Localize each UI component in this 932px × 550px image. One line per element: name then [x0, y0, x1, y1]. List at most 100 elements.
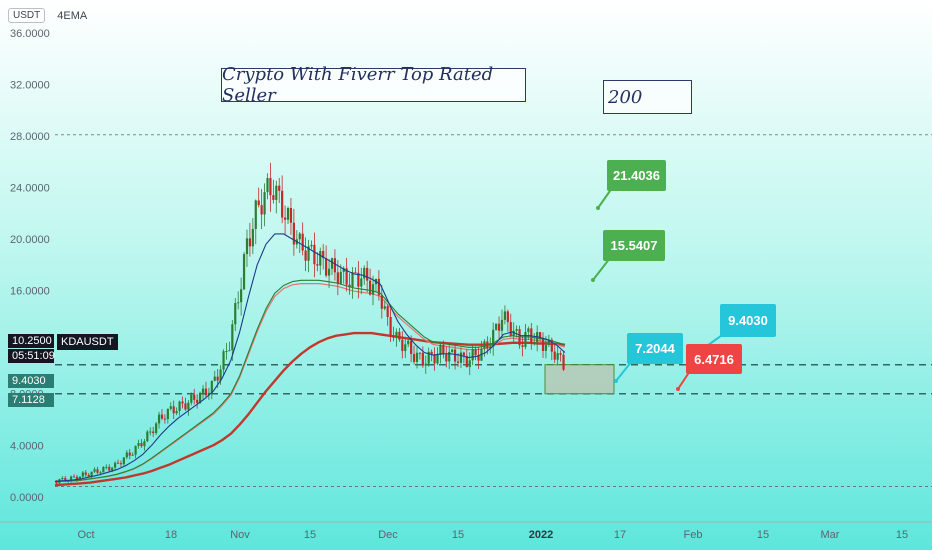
candle-body [477, 355, 480, 361]
candle-body [407, 340, 410, 345]
candle-body [371, 284, 375, 295]
candle-body [345, 268, 348, 285]
candle-body [398, 331, 401, 340]
candle-body [489, 346, 492, 349]
candle-body [348, 284, 351, 288]
y-tick-label: 24.0000 [10, 183, 50, 195]
candle-body [275, 185, 278, 200]
callout-pointer [592, 257, 611, 281]
candle-body [319, 250, 322, 266]
ema-slow-line [54, 331, 566, 487]
candle-body [342, 268, 345, 272]
candle-body [401, 339, 404, 352]
callout-6-4716[interactable]: 6.4716 [686, 344, 742, 374]
symbol-tag: KDAUSDT [57, 334, 118, 350]
candle-body [533, 342, 536, 344]
x-tick-label: 17 [614, 529, 626, 541]
candle-body [178, 401, 181, 411]
candle-body [149, 431, 152, 433]
candle-body [395, 331, 398, 338]
candle-body [456, 361, 460, 363]
candle-body [316, 264, 319, 266]
level-tag-2: 7.1128 [8, 393, 54, 407]
candle-body [386, 306, 389, 317]
candle-body [166, 408, 169, 420]
callout-anchor-dot [596, 206, 600, 210]
candle-body [225, 350, 228, 352]
candle-body [298, 233, 301, 240]
candle-body [541, 339, 545, 351]
x-tick-label: Nov [230, 529, 250, 541]
candle-body [175, 410, 178, 414]
x-tick-label: Dec [378, 529, 398, 541]
candle-body [506, 311, 509, 323]
candle-body [459, 352, 463, 363]
candle-body [322, 250, 325, 259]
candle-body [427, 351, 430, 364]
callout-9-4030[interactable]: 9.4030 [720, 304, 776, 337]
candle-body [538, 332, 542, 340]
y-tick-label: 0.0000 [10, 492, 44, 504]
candle-body [495, 323, 498, 330]
x-tick-label: Mar [821, 529, 840, 541]
candle-body [283, 217, 287, 220]
candle-body [102, 466, 105, 473]
note-annotation[interactable]: 200 [603, 80, 692, 114]
candle-body [125, 452, 128, 458]
candle-body [313, 244, 316, 265]
candle-body [163, 418, 167, 420]
ema-mid-line [54, 279, 566, 482]
candle-body [436, 354, 439, 364]
candle-body [442, 344, 445, 355]
candle-body [286, 207, 290, 220]
candle-body [503, 311, 507, 320]
currency-badge[interactable]: USDT [8, 8, 46, 23]
candle-body [363, 267, 366, 279]
candle-body [339, 271, 342, 284]
candle-body [134, 445, 137, 455]
candle-body [410, 340, 413, 354]
candle-body [357, 272, 360, 287]
candle-body [245, 238, 249, 255]
candle-body [155, 423, 158, 434]
title-annotation[interactable]: Crypto With Fiverr Top Rated Seller [221, 64, 526, 106]
candle-body [140, 443, 143, 447]
candle-body [392, 335, 395, 338]
candle-body [492, 329, 495, 347]
candle-body [193, 394, 196, 400]
callout-15-5407[interactable]: 15.5407 [603, 230, 665, 261]
y-tick-label: 36.0000 [10, 28, 50, 40]
candle-body [251, 228, 254, 247]
ema-slow-line-2 [54, 283, 566, 483]
candle-body [521, 345, 524, 347]
candle-body [465, 355, 468, 368]
candle-body [562, 354, 565, 370]
candle-body [204, 388, 208, 396]
countdown-tag: 05:51:09 [8, 349, 55, 363]
candle-body [55, 481, 58, 484]
candle-body [146, 431, 149, 442]
candle-body [278, 185, 281, 191]
candle-body [354, 272, 357, 274]
candle-body [418, 352, 422, 354]
callout-21-4036[interactable]: 21.4036 [607, 160, 666, 191]
indicator-label[interactable]: 4EMA [57, 9, 88, 22]
x-tick-label: 18 [165, 529, 177, 541]
callout-anchor-dot [614, 379, 618, 383]
x-tick-label: 15 [452, 529, 464, 541]
candle-body [248, 238, 252, 247]
candle-body [333, 258, 337, 273]
candle-body [105, 466, 108, 468]
candle-body [415, 352, 419, 362]
candle-body [222, 351, 225, 370]
candle-body [368, 280, 372, 295]
candle-body [111, 467, 114, 471]
candle-body [471, 349, 474, 361]
candle-body [152, 431, 155, 434]
candle-body [131, 454, 134, 456]
callout-7-2044[interactable]: 7.2044 [627, 333, 683, 364]
candle-body [190, 394, 193, 403]
candle-body [509, 322, 512, 336]
